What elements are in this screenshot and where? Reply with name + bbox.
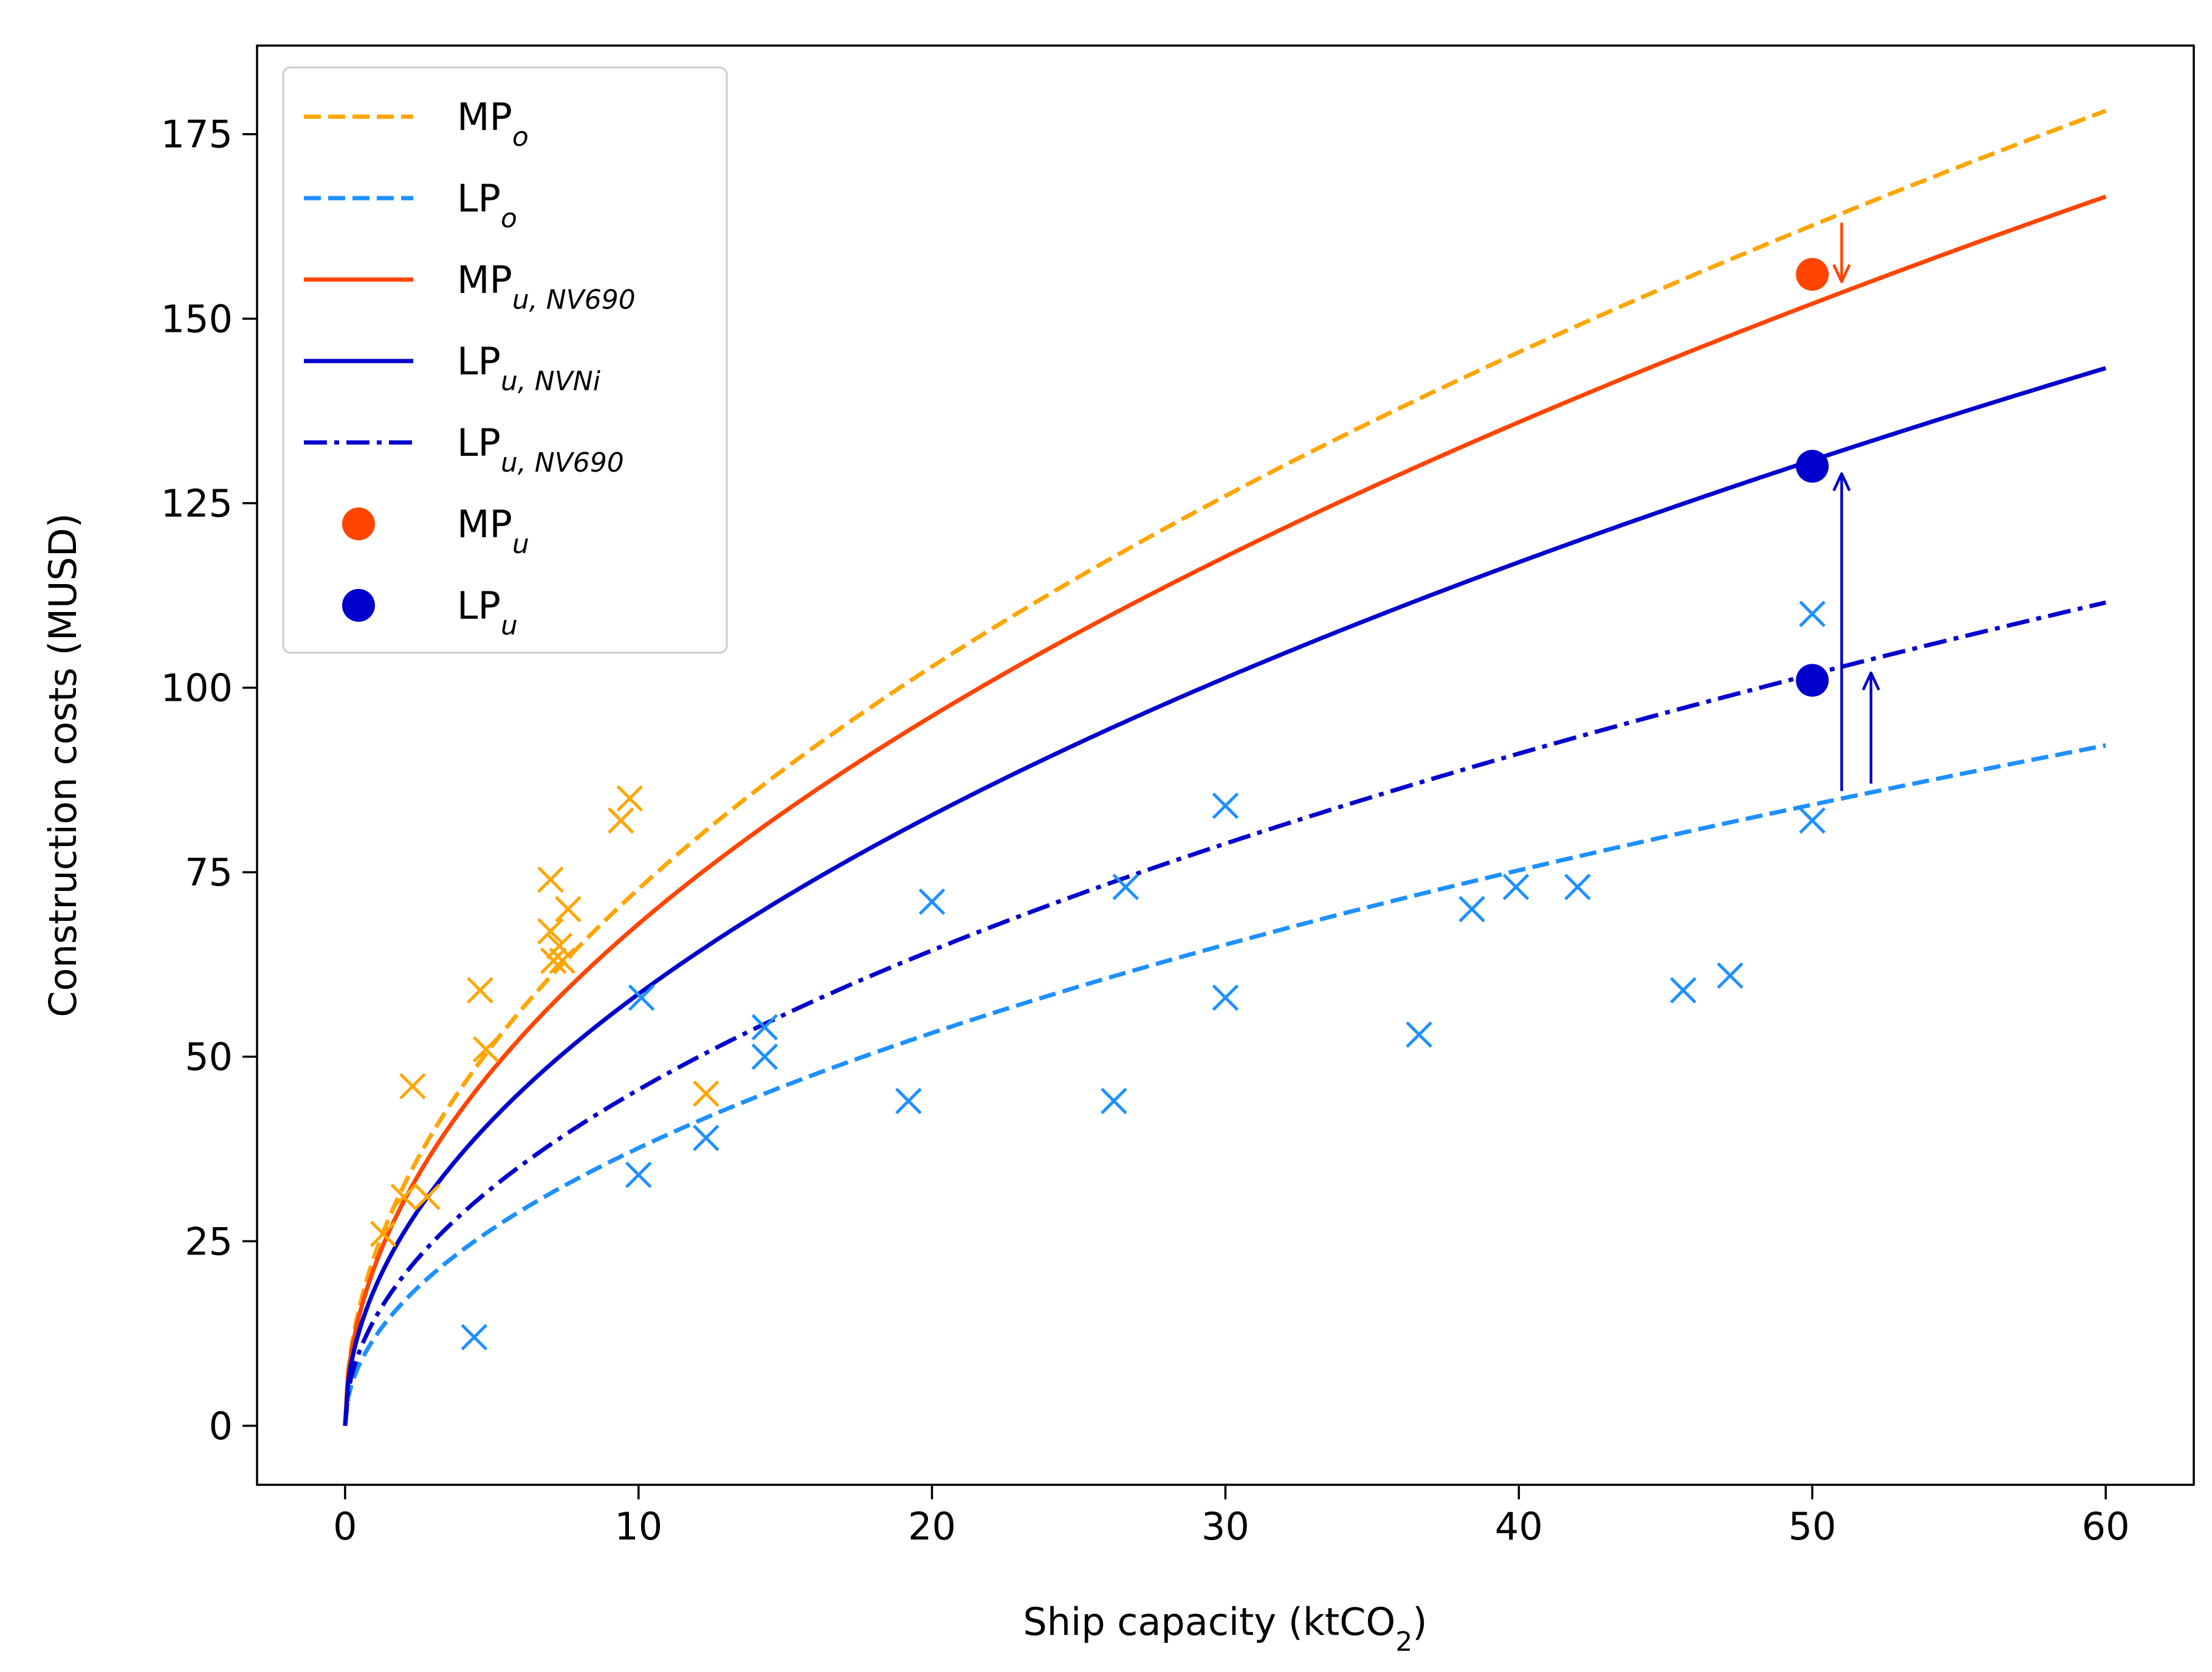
y-tick-label: 125	[161, 481, 233, 526]
shift-arrow	[1832, 222, 1851, 283]
x-axis-label: Ship capacity (ktCO2)	[1023, 1600, 1427, 1657]
lp-observation-point	[693, 1124, 720, 1152]
x-tick-label: 40	[1495, 1504, 1543, 1549]
lp-observation-point	[1564, 873, 1591, 901]
mp-observation-point	[369, 1220, 397, 1247]
mp-observation-point	[540, 948, 567, 974]
lp-observation-point	[625, 1161, 652, 1188]
shift-arrow	[1861, 671, 1880, 784]
mp-observation-point	[549, 948, 575, 974]
legend-frame	[282, 66, 728, 654]
legend-label-subscript: o	[501, 203, 517, 234]
mp-observation-point	[608, 807, 634, 834]
legend-label-subscript: u	[512, 529, 529, 560]
lp-observation-point	[1101, 1087, 1127, 1115]
lp-observation-point	[1112, 873, 1139, 901]
x-tick-label: 20	[908, 1504, 956, 1549]
mp-observation-point	[693, 1080, 720, 1107]
series-curve-1	[343, 743, 2106, 1426]
y-tick-label: 150	[161, 297, 233, 341]
legend-label-subscript: u, NV690	[512, 284, 636, 315]
legend-label-0: MPo	[457, 95, 529, 153]
lp-observation-point	[1799, 600, 1826, 627]
legend-label-subscript: o	[512, 122, 529, 153]
mp-observation-point	[555, 896, 582, 923]
mp-observation-point	[537, 866, 564, 893]
reference-point	[1796, 664, 1829, 697]
legend-marker-6	[342, 589, 375, 622]
lp-observation-point	[1212, 984, 1239, 1011]
x-tick-label: 50	[1788, 1504, 1836, 1549]
lp-observation-point	[1502, 873, 1530, 901]
lp-observation-point	[751, 1043, 778, 1070]
lp-observation-point	[1406, 1021, 1432, 1048]
legend-label-subscript: u, NVNi	[501, 366, 601, 397]
plot-area	[343, 109, 2107, 1426]
lp-observation-point	[895, 1087, 922, 1115]
legend-label-4: LPu, NV690	[457, 421, 624, 478]
legend-label-main: MP	[457, 258, 512, 302]
lp-observation-point	[461, 1324, 488, 1350]
axis-ticks: 0 10 20 30 40 50 60 0 25 50 75 100 125 150 175	[161, 112, 2130, 1549]
legend-label-6: LPu	[457, 583, 518, 641]
legend-label-subscript: u, NV690	[501, 447, 624, 478]
legend-label-main: LP	[457, 421, 501, 465]
y-axis-label: Construction costs (MUSD)	[41, 513, 85, 1017]
legend-label-main: LP	[457, 339, 501, 384]
mp-observation-point	[537, 918, 564, 944]
x-tick-label: 30	[1201, 1504, 1249, 1549]
x-axis-label-subscript: 2	[1395, 1626, 1412, 1657]
mp-observation-point	[399, 1073, 426, 1100]
y-tick-label: 25	[185, 1219, 233, 1264]
lp-observation-point	[918, 888, 946, 915]
mp-observation-point	[616, 785, 644, 812]
legend-label-1: LPo	[457, 176, 517, 234]
lp-observation-point	[1717, 962, 1743, 989]
x-axis-label-end: )	[1412, 1600, 1427, 1644]
x-tick-label: 60	[2082, 1504, 2130, 1549]
lp-observation-point	[1799, 807, 1826, 834]
y-tick-label: 50	[185, 1035, 233, 1079]
legend-label-main: LP	[457, 583, 501, 628]
lp-observation-point	[751, 1014, 778, 1041]
mp-observation-point	[467, 977, 493, 1004]
lp-observation-point	[1458, 896, 1485, 923]
legend-label-5: MPu	[457, 502, 529, 560]
legend-marker-5	[342, 507, 375, 540]
legend-label-main: LP	[457, 176, 501, 221]
legend-label-3: LPu, NVNi	[457, 339, 601, 397]
reference-point	[1796, 450, 1829, 483]
series-curve-2	[343, 194, 2107, 1426]
legend-label-2: MPu, NV690	[457, 258, 636, 315]
x-tick-label: 10	[614, 1504, 662, 1549]
mp-observation-point	[472, 1036, 500, 1063]
series-curve-0	[343, 109, 2107, 1426]
x-tick-label: 0	[333, 1504, 357, 1549]
mp-observation-point	[414, 1183, 441, 1211]
lp-observation-point	[1212, 793, 1239, 819]
mp-observation-point	[390, 1183, 417, 1211]
lp-observation-point	[1670, 977, 1697, 1004]
legend-label-main: MP	[457, 95, 512, 139]
y-tick-label: 0	[209, 1404, 233, 1448]
reference-point	[1796, 258, 1829, 291]
legend-label-subscript: u	[501, 610, 518, 641]
y-tick-label: 75	[185, 850, 233, 895]
y-tick-label: 100	[161, 666, 233, 710]
x-axis-label-main: Ship capacity (ktCO	[1023, 1600, 1395, 1644]
y-tick-label: 175	[161, 112, 233, 157]
lp-observation-point	[628, 984, 655, 1011]
shift-arrow	[1832, 472, 1851, 791]
legend-label-main: MP	[457, 502, 512, 546]
